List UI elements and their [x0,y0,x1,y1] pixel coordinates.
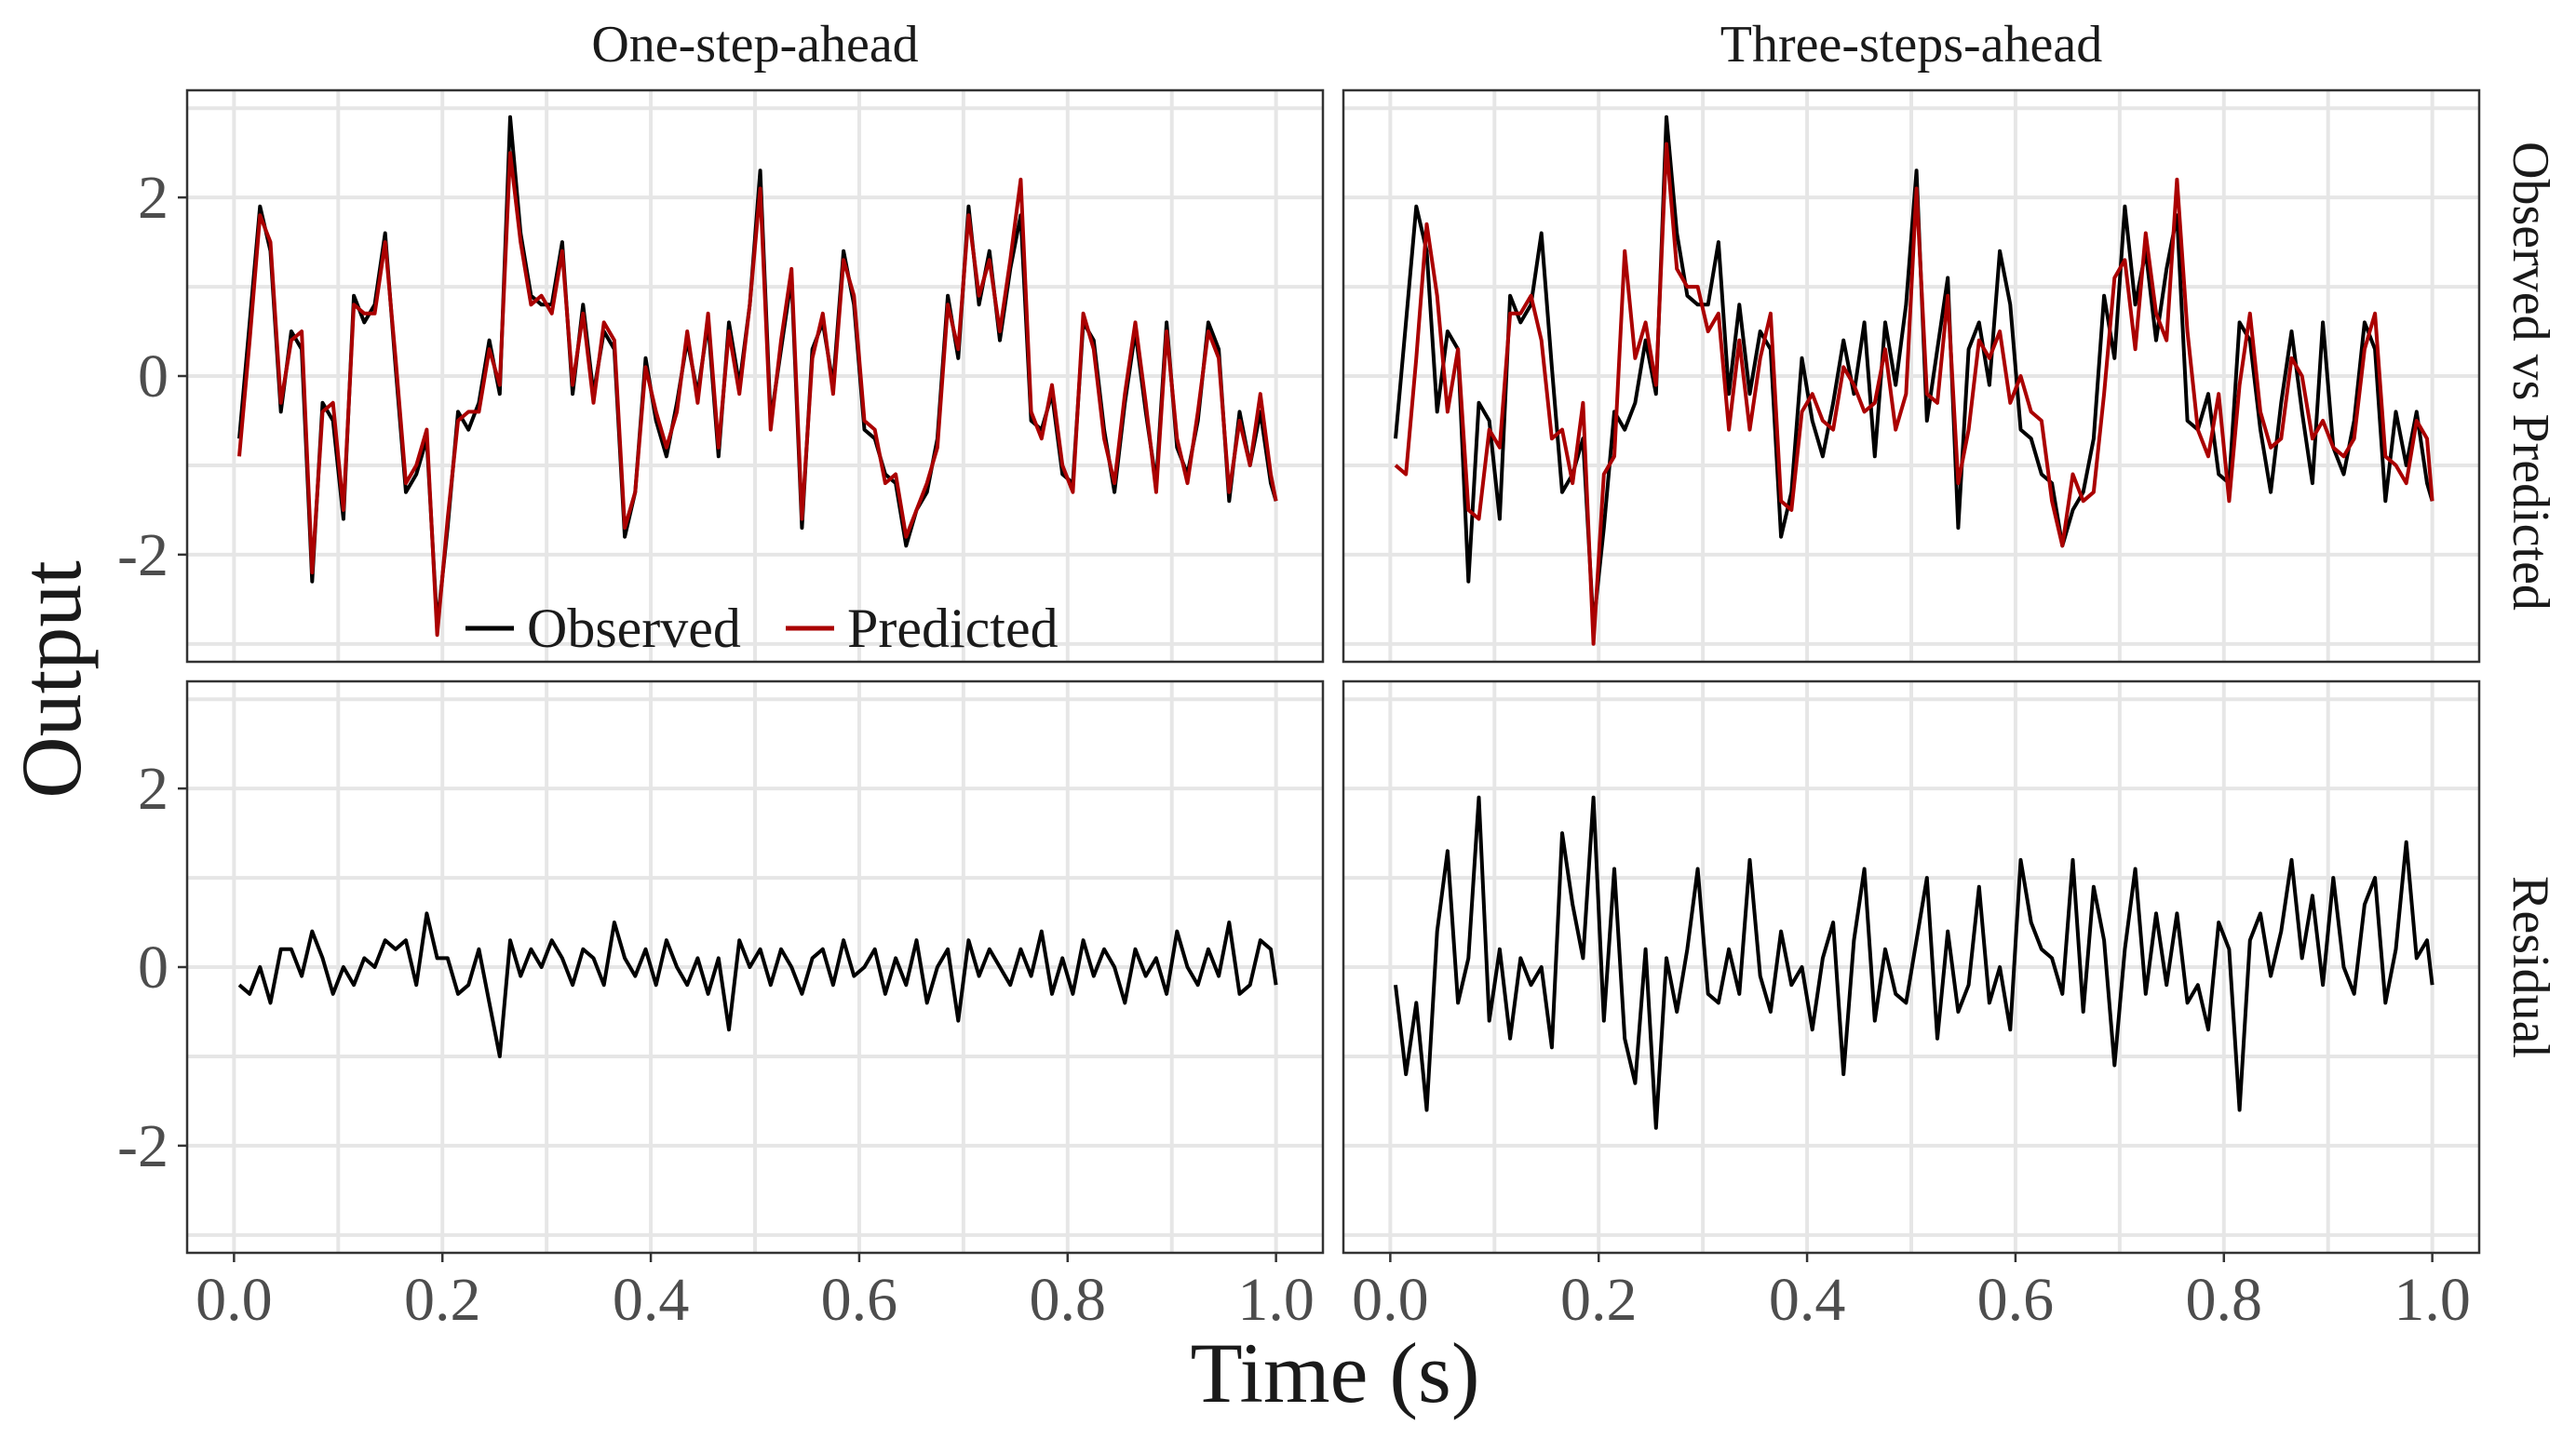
series-line-predicted [1394,141,2434,646]
legend-observed-label: Observed [527,598,741,659]
panel-residual-one-step [185,679,1325,1255]
x-tick-label: 0.8 [2186,1266,2263,1334]
panel-obs-vs-pred-one-step [185,88,1325,664]
series-line-predicted [237,151,1278,638]
x-tick-label: 1.0 [2394,1266,2471,1334]
y-tick-label: -2 [117,1112,169,1180]
y-tick-label: -2 [117,521,169,589]
x-tick-label: 0.2 [404,1266,481,1334]
panels-layer [185,88,2481,1255]
panel-border [1342,679,2481,1255]
y-tick-label: 2 [138,164,169,232]
series-line-residual [1394,795,2434,1130]
x-tick-label: 0.0 [196,1266,273,1334]
panel-border [1342,88,2481,664]
x-tick-label: 0.4 [1769,1266,1846,1334]
strip-labels: One-step-ahead Three-steps-ahead Observed … [591,16,2559,1058]
x-tick-label: 1.0 [1237,1266,1315,1334]
x-tick-label: 0.2 [1560,1266,1638,1334]
row-strip-label: Observed vs Predicted [2502,141,2559,611]
y-tick-label: 2 [138,755,169,823]
x-tick-label: 0.8 [1030,1266,1107,1334]
row-strip-label: Residual [2502,876,2559,1058]
x-tick-label: 0.6 [1977,1266,2055,1334]
legend: Observed Predicted [465,598,1059,659]
series-line-residual [237,911,1278,1058]
y-axis-title: Output [4,560,99,799]
x-tick-label: 0.6 [821,1266,898,1334]
x-tick-label: 0.0 [1352,1266,1429,1334]
y-tick-label: 0 [138,934,169,1002]
panel-residual-three-step [1342,679,2481,1255]
axes: 2 0 -2 2 0 -2 0.0 0.2 0.4 0.6 0.8 1.0 0.0 0.2 0.4 0.6 0.… [117,164,2471,1334]
legend-predicted-label: Predicted [847,598,1059,659]
series-line-observed [1394,114,2434,628]
x-tick-label: 0.4 [613,1266,690,1334]
panel-obs-vs-pred-three-step [1342,88,2481,664]
column-strip-label: One-step-ahead [591,16,918,74]
column-strip-label: Three-steps-ahead [1720,16,2102,74]
y-tick-label: 0 [138,343,169,410]
x-axis-title: Time (s) [1191,1325,1480,1420]
